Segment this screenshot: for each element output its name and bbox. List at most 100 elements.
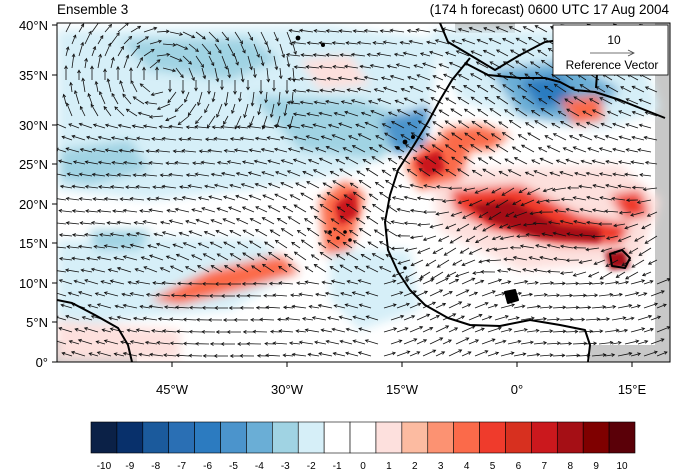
wind-vector — [637, 315, 652, 321]
wind-vector-head — [360, 253, 365, 258]
wind-vector-head — [521, 304, 526, 309]
wind-vector-head — [122, 351, 127, 356]
strong-positive-core-sahel — [470, 200, 600, 242]
wind-vector — [195, 115, 203, 124]
wind-vector — [78, 42, 84, 57]
wind-vector-head — [313, 100, 318, 105]
wind-vector — [197, 91, 203, 106]
wind-vector-head — [565, 158, 570, 163]
wind-vector-head — [315, 147, 320, 151]
wind-vector-head — [202, 75, 207, 80]
wind-vector-head — [638, 98, 643, 103]
wind-vector-head — [188, 305, 193, 310]
colorbar-label: 1 — [386, 461, 392, 471]
wind-vector-head — [611, 353, 616, 357]
cape-verde-island-4 — [348, 238, 352, 242]
wind-vector-head — [386, 64, 391, 69]
wind-vector-head — [168, 88, 172, 93]
wind-vector-head — [384, 132, 388, 137]
wind-vector-head — [231, 110, 235, 114]
wind-vector — [353, 30, 366, 33]
wind-vector-head — [585, 121, 590, 126]
wind-vector-head — [579, 84, 584, 88]
wind-vector — [367, 54, 379, 57]
wind-vector-head — [523, 328, 528, 332]
wind-vector — [410, 235, 424, 239]
wind-vector — [539, 330, 553, 333]
wind-vector — [305, 281, 320, 285]
wind-vector — [130, 198, 145, 201]
wind-vector — [417, 197, 431, 201]
wind-vector — [358, 133, 372, 141]
wind-vector — [132, 125, 145, 129]
wind-vector — [599, 173, 613, 177]
wind-vector — [315, 147, 327, 153]
reference-vector-legend: 10 Reference Vector — [552, 24, 669, 76]
wind-vector-head — [541, 232, 546, 237]
colorbar-label: -9 — [125, 461, 134, 471]
wind-vector — [611, 342, 622, 345]
wind-vector — [72, 185, 86, 189]
wind-vector-head — [537, 304, 542, 309]
wind-vector — [573, 197, 587, 201]
wind-vector-head — [179, 32, 184, 36]
wind-vector — [125, 137, 138, 141]
wind-vector — [156, 294, 171, 297]
wind-vector-head — [559, 170, 564, 175]
wind-vector — [643, 303, 658, 309]
wind-vector-head — [339, 53, 344, 57]
wind-vector-head — [521, 95, 526, 100]
wind-vector — [594, 135, 606, 141]
wind-vector — [58, 327, 73, 333]
wind-vector — [289, 342, 301, 345]
wind-vector — [128, 281, 138, 285]
wind-vector-head — [609, 340, 614, 345]
wind-vector — [559, 295, 573, 297]
wind-vector — [619, 136, 632, 141]
wind-vector — [325, 100, 340, 105]
wind-vector-head — [513, 157, 518, 161]
wind-vector-head — [392, 167, 397, 172]
wind-vector — [417, 223, 431, 226]
wind-vector-head — [495, 351, 500, 356]
wind-vector-head — [547, 47, 552, 52]
wind-vector — [91, 222, 106, 225]
wind-vector-head — [235, 218, 240, 222]
wind-vector-head — [503, 109, 508, 113]
wind-vector — [249, 149, 262, 153]
wind-vector-head — [272, 87, 276, 92]
wind-vector-head — [279, 136, 284, 140]
wind-vector-head — [391, 196, 396, 200]
wind-vector — [84, 279, 99, 285]
wind-vector — [547, 244, 561, 249]
wind-vector-head — [371, 253, 376, 257]
wind-vector — [162, 282, 177, 285]
wind-vector-head — [491, 290, 496, 294]
wind-vector — [639, 124, 652, 129]
wind-vector-head — [318, 65, 323, 69]
wind-vector — [94, 246, 106, 249]
wind-vector — [292, 42, 307, 45]
wind-vector-head — [108, 316, 113, 321]
wind-vector-head — [106, 78, 111, 83]
wind-vector-head — [313, 29, 318, 33]
wind-vector-head — [130, 79, 134, 84]
wind-vector-head — [168, 219, 173, 224]
wind-vector — [123, 36, 132, 45]
wind-vector-head — [163, 305, 168, 310]
wind-vector-head — [488, 156, 493, 161]
wind-vector-head — [314, 340, 319, 345]
wind-vector-head — [281, 54, 286, 59]
wind-vector-head — [432, 121, 437, 125]
wind-vector — [451, 86, 463, 93]
wind-vector-head — [289, 41, 293, 46]
wind-vector-head — [575, 305, 580, 310]
wind-vector — [478, 157, 489, 165]
wind-vector — [445, 120, 457, 129]
wind-vector — [449, 62, 463, 69]
wind-vector-head — [413, 338, 418, 342]
wind-vector-head — [352, 191, 357, 196]
wind-vector-head — [488, 216, 493, 220]
wind-vector — [333, 227, 346, 237]
wind-vector-head — [606, 110, 611, 115]
